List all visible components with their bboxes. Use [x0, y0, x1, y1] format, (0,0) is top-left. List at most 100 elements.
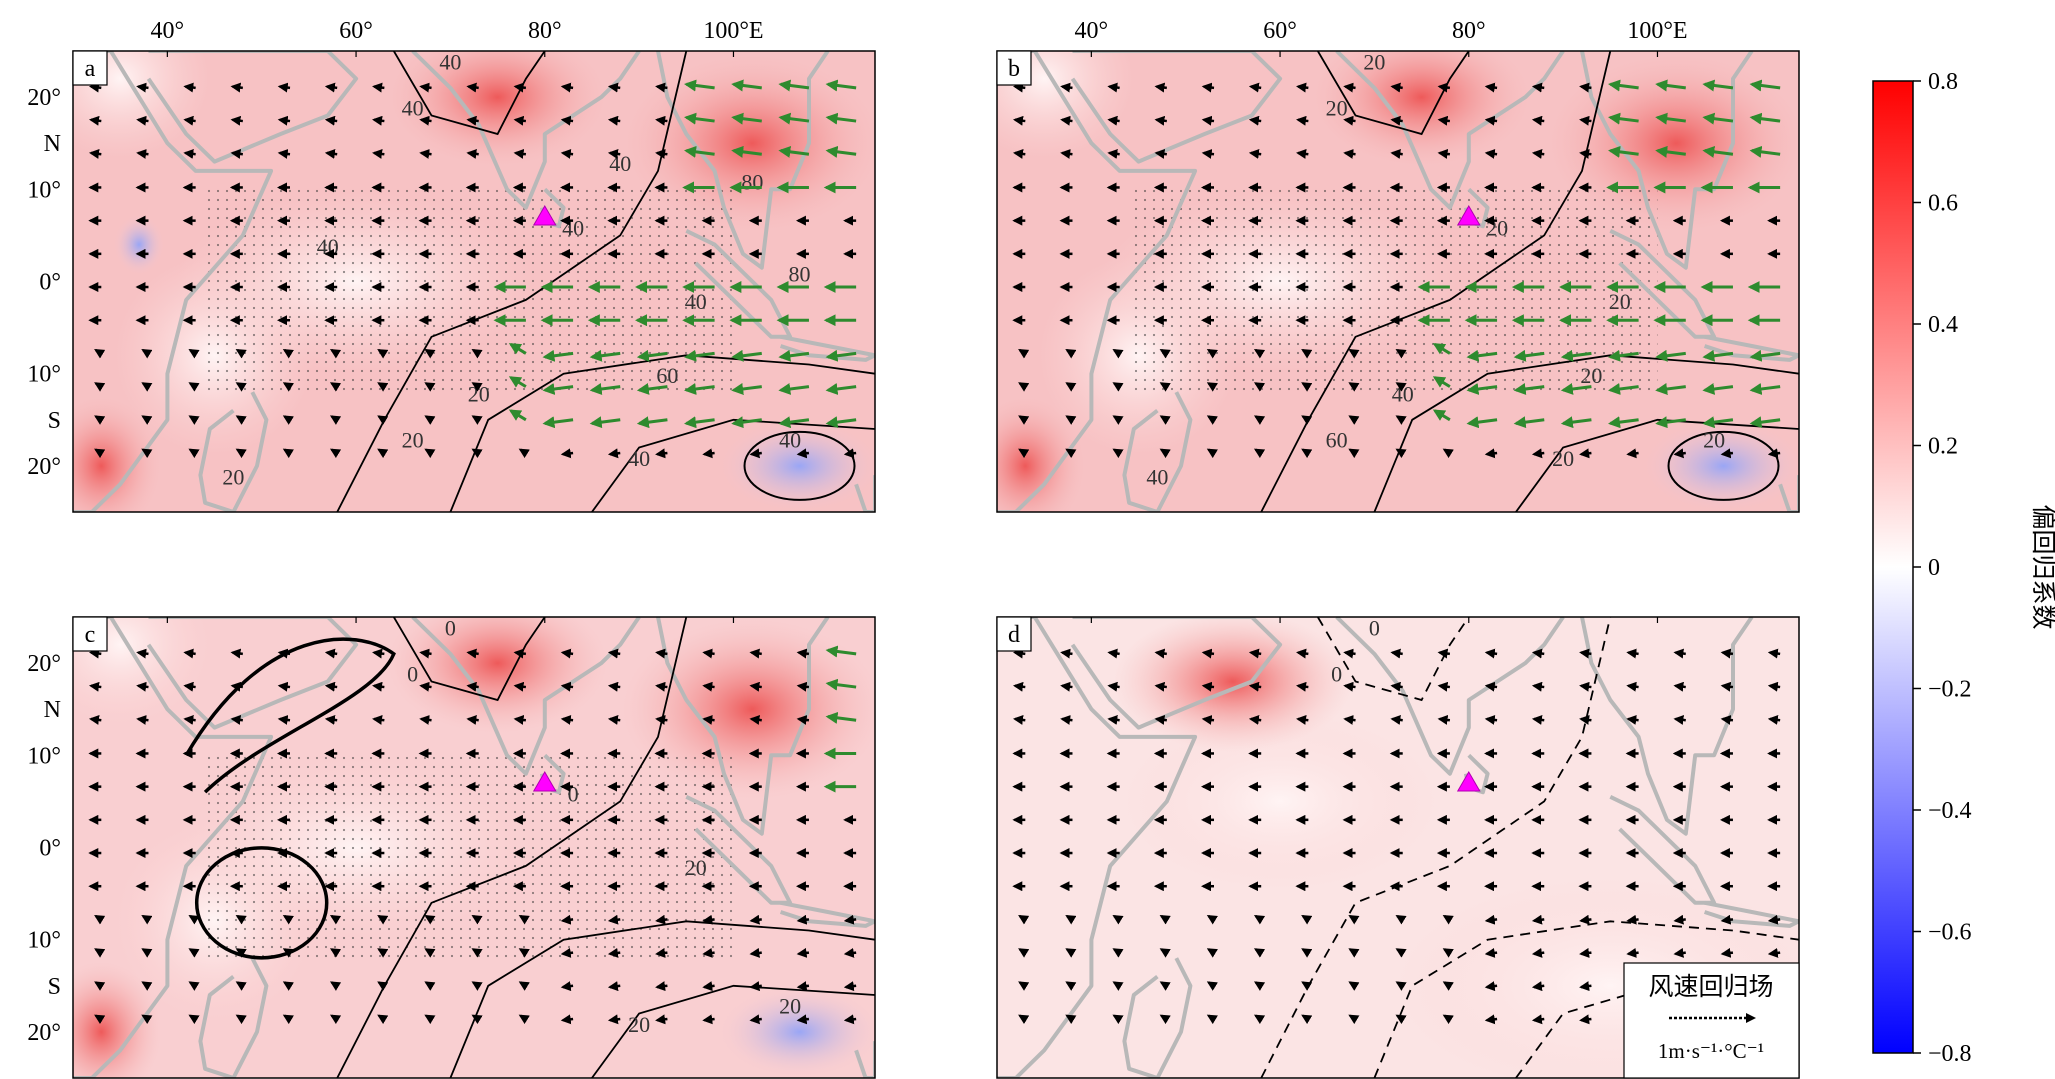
wind-vector: [1206, 382, 1218, 392]
wind-vector: [94, 981, 106, 991]
wind-vector: [1484, 115, 1498, 126]
wind-vector: [1531, 82, 1545, 93]
wind-vector: [1107, 115, 1120, 126]
wind-vector: [1579, 1014, 1592, 1025]
longitude-label: 80°: [1452, 18, 1486, 44]
wind-vector: [1437, 648, 1451, 659]
wind-vector: [1484, 1014, 1498, 1025]
wind-vector: [1060, 648, 1073, 659]
colorbar-tick-label: 0.8: [1928, 69, 1958, 95]
coastline: [1122, 957, 1193, 1078]
wind-vector: [466, 681, 479, 692]
latitude-label: 10°: [27, 928, 61, 954]
wind-vector: [466, 148, 479, 159]
wind-vector: [183, 681, 196, 692]
colorbar-tick-label: 0.6: [1928, 191, 1958, 217]
wind-vector: [1018, 1014, 1030, 1025]
wind-vector: [1390, 115, 1403, 126]
contour-line: [1373, 920, 1799, 1078]
significant-wind-vector: [825, 79, 857, 92]
wind-vector: [655, 82, 668, 93]
wind-vector: [1018, 448, 1030, 459]
colorbar-tick-label: −0.6: [1928, 920, 1972, 946]
wind-vector: [1395, 448, 1407, 459]
wind-vector: [1484, 947, 1498, 958]
wind-vector: [796, 914, 810, 925]
wind-vector: [1159, 1014, 1171, 1025]
panel-letter: d: [1008, 622, 1020, 648]
wind-vector: [1154, 714, 1167, 725]
colorbar-tick-label: 0: [1928, 555, 1940, 581]
wind-vector: [230, 648, 243, 659]
wind-vector: [1201, 648, 1215, 659]
wind-vector: [466, 648, 479, 659]
wind-vector: [235, 948, 247, 958]
wind-vector: [188, 1014, 200, 1025]
wind-vector: [282, 382, 294, 392]
wind-vector: [1348, 415, 1360, 425]
wind-vector: [1296, 648, 1309, 659]
wind-vector: [1579, 148, 1592, 159]
wind-vector: [141, 948, 153, 958]
wind-vector: [702, 947, 715, 958]
wind-vector: [1159, 448, 1171, 459]
latitude-label: 20°: [27, 454, 61, 480]
wind-vector: [282, 448, 294, 459]
wind-vector: [1673, 947, 1686, 958]
wind-vector: [1395, 981, 1407, 991]
wind-vector: [1296, 115, 1309, 126]
coastline: [1070, 617, 1283, 730]
wind-vector: [749, 914, 762, 925]
wind-vector: [1201, 148, 1215, 159]
wind-vector: [560, 1014, 574, 1025]
wind-vector: [1206, 415, 1218, 425]
wind-vector: [188, 981, 200, 991]
wind-vector: [796, 947, 810, 958]
wind-vector: [324, 714, 338, 725]
significant-wind-vector: [1655, 145, 1686, 158]
panel-letter-box: [72, 50, 108, 86]
wind-vector: [466, 115, 479, 126]
wind-vector: [1201, 714, 1215, 725]
wind-vector: [1112, 981, 1124, 991]
wind-vector: [513, 82, 527, 93]
wind-vector: [1437, 714, 1451, 725]
wind-vector: [282, 415, 294, 425]
wind-vector: [466, 714, 479, 725]
contour-line: [449, 920, 875, 1078]
significant-wind-vector: [684, 145, 715, 158]
wind-vector: [188, 948, 200, 958]
wind-vector: [1442, 448, 1454, 459]
wind-vector: [1201, 82, 1215, 93]
wind-vector: [88, 714, 102, 725]
wind-vector: [655, 448, 668, 459]
wind-vector: [1065, 915, 1077, 925]
wind-vector: [655, 947, 668, 958]
significant-wind-vector: [589, 349, 621, 362]
wind-vector: [88, 82, 102, 93]
coastline: [73, 617, 274, 1078]
wind-vector: [1343, 115, 1356, 126]
longitude-label: 100°E: [1627, 18, 1687, 44]
significant-wind-vector: [1702, 416, 1734, 429]
significant-wind-vector: [731, 383, 762, 395]
significant-wind-vector: [1466, 416, 1498, 429]
wind-vector: [1112, 349, 1124, 359]
significant-wind-vector: [684, 383, 715, 395]
wind-vector: [471, 948, 483, 958]
wind-vector: [1253, 915, 1266, 925]
wind-vector: [1579, 115, 1592, 126]
wind-vector: [1301, 915, 1313, 925]
wind-vector: [1301, 981, 1313, 991]
wind-vector: [560, 947, 574, 958]
coastline: [656, 51, 830, 270]
wind-vector: [655, 115, 668, 126]
contour-line: [449, 354, 875, 512]
wind-vector: [749, 947, 762, 958]
wind-vector: [560, 648, 574, 659]
coastline: [854, 1041, 875, 1078]
wind-vector: [1201, 115, 1215, 126]
wind-vector: [471, 415, 483, 425]
wind-vector: [235, 981, 247, 991]
wind-vector: [607, 82, 621, 93]
